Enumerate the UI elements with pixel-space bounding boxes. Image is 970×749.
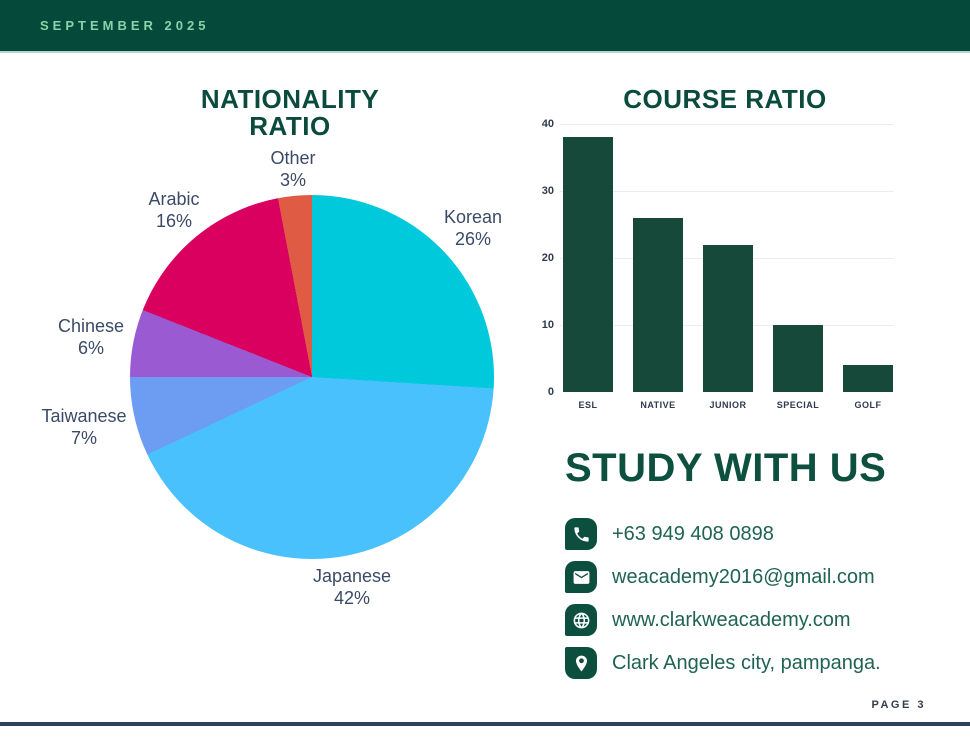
bottom-divider	[0, 722, 970, 726]
bar-special	[773, 325, 823, 392]
nationality-chart-title: NATIONALITY RATIO	[200, 84, 380, 141]
bar-golf	[843, 365, 893, 392]
course-bar-chart: 0 10 20 30 40 ESL NATIVE JUNIOR SPECIAL GOLF	[542, 118, 894, 410]
course-chart-title: COURSE RATIO	[623, 84, 827, 114]
nationality-pie-chart	[130, 195, 494, 559]
pie-label-pct: 26%	[454, 229, 492, 249]
y-axis-tick-label: 20	[541, 252, 554, 264]
pie-label-pct: 7%	[70, 428, 97, 448]
pie-label-text: Japanese	[312, 566, 392, 586]
pie-label-japanese: Japanese 42%	[297, 565, 407, 609]
y-axis-tick-label: 0	[547, 386, 554, 398]
y-axis-tick-label: 40	[541, 118, 554, 130]
gridline	[560, 124, 894, 125]
pie-label-chinese: Chinese 6%	[36, 315, 146, 359]
email-icon	[565, 561, 597, 593]
address-text: Clark Angeles city, pampanga.	[612, 651, 881, 674]
x-axis-category-label: SPECIAL	[776, 400, 820, 410]
pie-label-taiwanese: Taiwanese 7%	[29, 405, 139, 449]
x-axis-category-label: NATIVE	[640, 400, 676, 410]
contact-row-location: Clark Angeles city, pampanga.	[565, 647, 881, 679]
contact-row-website: www.clarkweacademy.com	[565, 604, 851, 636]
pie-label-other: Other 3%	[238, 147, 348, 191]
pie-label-pct: 6%	[77, 338, 104, 358]
bar-esl	[563, 137, 613, 392]
bar-junior	[703, 244, 753, 392]
globe-icon	[565, 604, 597, 636]
page-number: PAGE 3	[871, 699, 926, 711]
pie-label-pct: 16%	[155, 211, 193, 231]
pie-label-korean: Korean 26%	[418, 206, 528, 250]
pie-label-text: Other	[270, 148, 316, 168]
bar-native	[633, 217, 683, 392]
phone-number: +63 949 408 0898	[612, 522, 774, 545]
pie-label-pct: 3%	[279, 170, 306, 190]
email-address: weacademy2016@gmail.com	[612, 565, 875, 588]
header-date: SEPTEMBER 2025	[40, 18, 210, 33]
x-axis-category-label: ESL	[578, 400, 598, 410]
header-bar: SEPTEMBER 2025	[0, 0, 970, 53]
x-axis-category-label: GOLF	[854, 400, 882, 410]
study-with-us-heading: STUDY WITH US	[565, 446, 887, 490]
y-axis-tick-label: 30	[541, 185, 554, 197]
gridline	[560, 191, 894, 192]
location-icon	[565, 647, 597, 679]
pie-label-text: Korean	[443, 207, 503, 227]
phone-icon	[565, 518, 597, 550]
pie-label-text: Arabic	[148, 189, 200, 209]
y-axis-tick-label: 10	[541, 319, 554, 331]
pie-label-text: Chinese	[57, 316, 125, 336]
contact-row-email: weacademy2016@gmail.com	[565, 561, 875, 593]
pie-label-pct: 42%	[333, 588, 371, 608]
pie-label-text: Taiwanese	[41, 406, 127, 426]
website-url: www.clarkweacademy.com	[612, 608, 851, 631]
pie-label-arabic: Arabic 16%	[119, 188, 229, 232]
contact-row-phone: +63 949 408 0898	[565, 518, 774, 550]
x-axis-category-label: JUNIOR	[709, 400, 747, 410]
